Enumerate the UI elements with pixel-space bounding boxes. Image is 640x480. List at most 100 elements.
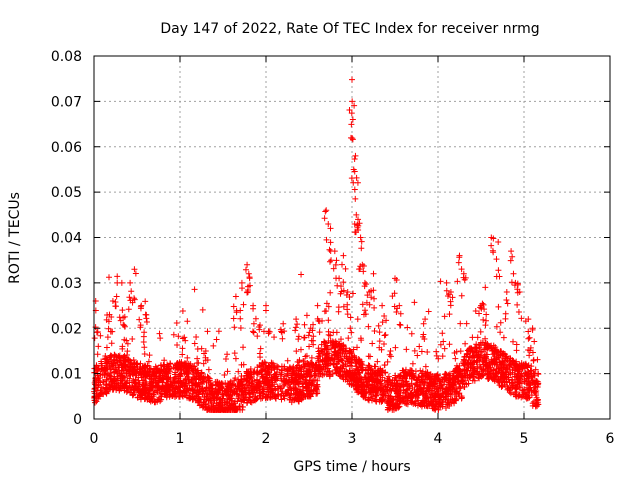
x-tick-label: 3 bbox=[348, 431, 357, 447]
data-point bbox=[471, 358, 478, 365]
data-point bbox=[134, 363, 141, 370]
data-point bbox=[453, 396, 460, 403]
x-axis-label: GPS time / hours bbox=[293, 459, 410, 475]
data-point bbox=[363, 383, 370, 390]
data-point bbox=[137, 391, 144, 398]
data-point bbox=[256, 362, 263, 369]
y-axis-label: ROTI / TECUs bbox=[7, 192, 23, 284]
data-point bbox=[108, 340, 115, 347]
data-point bbox=[500, 371, 507, 378]
data-point bbox=[298, 368, 305, 375]
data-point bbox=[215, 328, 222, 335]
data-point bbox=[184, 385, 191, 392]
data-point bbox=[510, 270, 517, 277]
data-point bbox=[499, 360, 506, 367]
data-point bbox=[384, 358, 391, 365]
data-point bbox=[425, 308, 432, 315]
data-point bbox=[435, 355, 442, 362]
data-point bbox=[131, 295, 138, 302]
data-point bbox=[92, 385, 99, 392]
data-point bbox=[191, 363, 198, 370]
data-point bbox=[250, 329, 257, 336]
data-point bbox=[135, 377, 142, 384]
data-point bbox=[140, 333, 147, 340]
data-point bbox=[241, 391, 248, 398]
data-point bbox=[460, 360, 467, 367]
data-point bbox=[287, 365, 294, 372]
data-point bbox=[457, 320, 464, 327]
data-point bbox=[292, 327, 299, 334]
data-point bbox=[490, 342, 497, 349]
data-point bbox=[505, 363, 512, 370]
data-point bbox=[227, 386, 234, 393]
data-point bbox=[238, 397, 245, 404]
data-point bbox=[418, 348, 425, 355]
data-point bbox=[477, 328, 484, 335]
data-point bbox=[236, 379, 243, 386]
data-point bbox=[145, 358, 152, 365]
data-point bbox=[502, 310, 509, 317]
data-point bbox=[236, 403, 243, 410]
data-point bbox=[303, 352, 310, 359]
data-point bbox=[142, 298, 149, 305]
data-point bbox=[230, 315, 237, 322]
data-point bbox=[182, 360, 189, 367]
data-point bbox=[157, 335, 164, 342]
data-point bbox=[340, 279, 347, 286]
data-point bbox=[418, 400, 425, 407]
data-point bbox=[394, 393, 401, 400]
data-point bbox=[189, 396, 196, 403]
data-point bbox=[179, 351, 186, 358]
data-point bbox=[433, 352, 440, 359]
data-point bbox=[340, 287, 347, 294]
data-point bbox=[115, 370, 122, 377]
y-tick-label: 0.06 bbox=[51, 140, 82, 156]
data-point bbox=[231, 406, 238, 413]
data-point bbox=[122, 359, 129, 366]
data-point bbox=[287, 394, 294, 401]
data-point bbox=[225, 392, 232, 399]
data-point bbox=[456, 370, 463, 377]
x-tick-label: 0 bbox=[90, 431, 99, 447]
data-point bbox=[278, 377, 285, 384]
data-point bbox=[513, 358, 520, 365]
data-point bbox=[480, 339, 487, 346]
data-point bbox=[93, 329, 100, 336]
data-point bbox=[303, 312, 310, 319]
data-point bbox=[137, 322, 144, 329]
data-point bbox=[408, 399, 415, 406]
data-point bbox=[482, 359, 489, 366]
data-point bbox=[442, 375, 449, 382]
data-point bbox=[463, 320, 470, 327]
data-point bbox=[181, 389, 188, 396]
data-point bbox=[351, 221, 358, 228]
data-point bbox=[318, 348, 325, 355]
data-point bbox=[339, 361, 346, 368]
data-point bbox=[446, 400, 453, 407]
data-point bbox=[184, 368, 191, 375]
data-point bbox=[340, 252, 347, 259]
data-point bbox=[510, 391, 517, 398]
data-point bbox=[348, 121, 355, 128]
data-point bbox=[406, 393, 413, 400]
data-point bbox=[455, 373, 462, 380]
data-point bbox=[375, 322, 382, 329]
data-point bbox=[245, 369, 252, 376]
data-point bbox=[387, 353, 394, 360]
data-point bbox=[395, 373, 402, 380]
data-point bbox=[323, 371, 330, 378]
data-point bbox=[326, 246, 333, 253]
x-tick-label: 6 bbox=[606, 431, 615, 447]
data-point bbox=[355, 389, 362, 396]
data-point bbox=[482, 284, 489, 291]
data-point bbox=[134, 394, 141, 401]
data-point bbox=[144, 393, 151, 400]
data-point bbox=[104, 334, 111, 341]
data-point bbox=[179, 335, 186, 342]
data-point bbox=[199, 306, 206, 313]
data-point bbox=[529, 349, 536, 356]
data-point bbox=[94, 384, 101, 391]
data-point bbox=[470, 369, 477, 376]
data-point bbox=[385, 404, 392, 411]
data-point bbox=[385, 398, 392, 405]
